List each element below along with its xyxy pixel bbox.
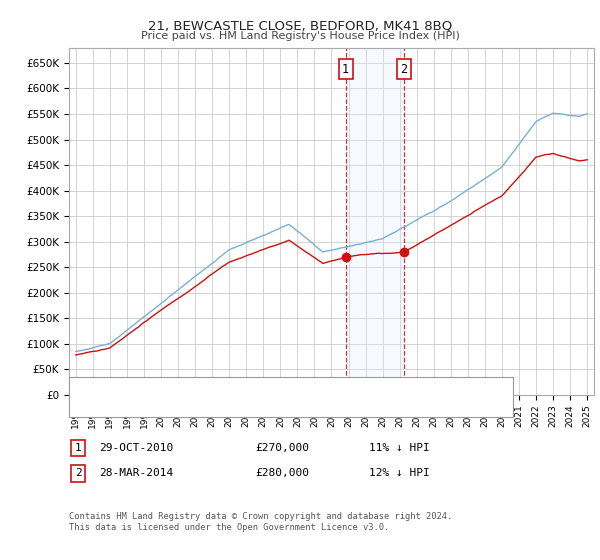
Text: HPI: Average price, detached house, Bedford: HPI: Average price, detached house, Bedf… xyxy=(107,403,326,413)
Text: 21, BEWCASTLE CLOSE, BEDFORD, MK41 8BQ: 21, BEWCASTLE CLOSE, BEDFORD, MK41 8BQ xyxy=(148,20,452,32)
Text: Contains HM Land Registry data © Crown copyright and database right 2024.
This d: Contains HM Land Registry data © Crown c… xyxy=(69,512,452,532)
Text: 12% ↓ HPI: 12% ↓ HPI xyxy=(369,468,430,478)
Bar xyxy=(346,48,404,395)
Text: £280,000: £280,000 xyxy=(255,468,309,478)
Text: Price paid vs. HM Land Registry's House Price Index (HPI): Price paid vs. HM Land Registry's House … xyxy=(140,31,460,41)
Text: 2: 2 xyxy=(74,468,82,478)
Text: 11% ↓ HPI: 11% ↓ HPI xyxy=(369,443,430,453)
Text: 2: 2 xyxy=(400,63,407,76)
Text: 28-MAR-2014: 28-MAR-2014 xyxy=(99,468,173,478)
Text: 29-OCT-2010: 29-OCT-2010 xyxy=(99,443,173,453)
Text: £270,000: £270,000 xyxy=(255,443,309,453)
Text: 1: 1 xyxy=(74,443,82,453)
Text: 21, BEWCASTLE CLOSE, BEDFORD, MK41 8BQ (detached house): 21, BEWCASTLE CLOSE, BEDFORD, MK41 8BQ (… xyxy=(107,383,421,393)
Text: 1: 1 xyxy=(342,63,349,76)
